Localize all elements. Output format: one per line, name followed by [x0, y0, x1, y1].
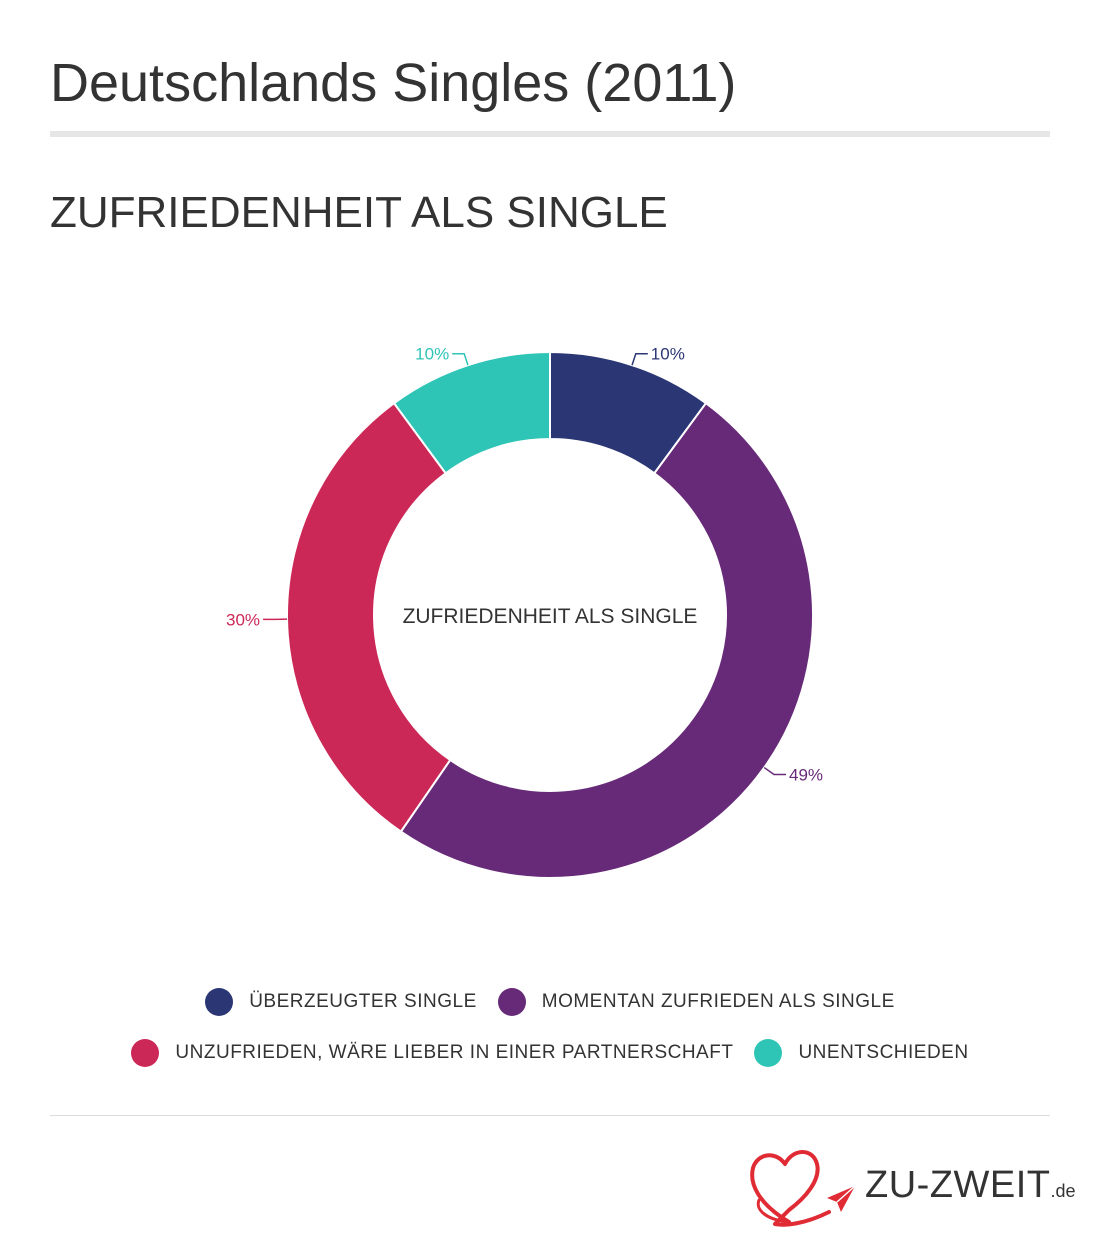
- legend-swatch: [131, 1039, 160, 1067]
- legend-row-1: ÜBERZEUGTER SINGLE MOMENTAN ZUFRIEDEN AL…: [0, 988, 1100, 1016]
- legend-label: MOMENTAN ZUFRIEDEN ALS SINGLE: [541, 991, 895, 1012]
- legend-label: UNZUFRIEDEN, WÄRE LIEBER IN EINER PARTNE…: [175, 1042, 734, 1063]
- leader-line-1: [631, 352, 648, 366]
- legend-swatch: [754, 1039, 783, 1067]
- value-label-4: 10%: [415, 345, 449, 364]
- donut-slice-2[interactable]: [399, 401, 814, 879]
- brand-tld: .de: [1050, 1180, 1076, 1201]
- brand-logo[interactable]: ZU-ZWEIT .de: [745, 1140, 1076, 1230]
- legend-label: UNENTSCHIEDEN: [798, 1042, 969, 1063]
- brand-name: ZU-ZWEIT: [865, 1163, 1051, 1206]
- page-title: Deutschlands Singles (2011): [50, 53, 737, 113]
- legend-item-momentan-zufrieden[interactable]: MOMENTAN ZUFRIEDEN ALS SINGLE: [497, 988, 895, 1016]
- legend-item-unentschieden[interactable]: UNENTSCHIEDEN: [754, 1039, 968, 1067]
- legend-label: ÜBERZEUGTER SINGLE: [249, 991, 477, 1012]
- donut-slice-3[interactable]: [286, 401, 452, 834]
- value-label-1: 10%: [651, 345, 685, 364]
- donut-chart: 10% 49% 30% 10% ZUFRIEDENHEIT ALS SINGLE: [226, 345, 823, 879]
- heart-paper-plane-icon: [750, 1150, 856, 1227]
- donut-slice-4[interactable]: [392, 350, 551, 475]
- legend-swatch: [205, 988, 234, 1016]
- chart-title: ZUFRIEDENHEIT ALS SINGLE: [50, 188, 668, 237]
- footer-divider: [50, 1115, 1050, 1116]
- legend-row-2: UNZUFRIEDEN, WÄRE LIEBER IN EINER PARTNE…: [0, 1039, 1100, 1067]
- legend-item-ueberzeugter-single[interactable]: ÜBERZEUGTER SINGLE: [205, 988, 477, 1016]
- leader-line-2: [763, 766, 787, 776]
- value-label-3: 30%: [226, 610, 260, 629]
- leader-line-4: [452, 352, 469, 366]
- title-divider: [50, 131, 1050, 137]
- value-label-2: 49%: [789, 766, 823, 785]
- legend-swatch: [497, 988, 526, 1016]
- chart-center-label: ZUFRIEDENHEIT ALS SINGLE: [403, 605, 698, 628]
- legend-item-unzufrieden[interactable]: UNZUFRIEDEN, WÄRE LIEBER IN EINER PARTNE…: [131, 1039, 733, 1067]
